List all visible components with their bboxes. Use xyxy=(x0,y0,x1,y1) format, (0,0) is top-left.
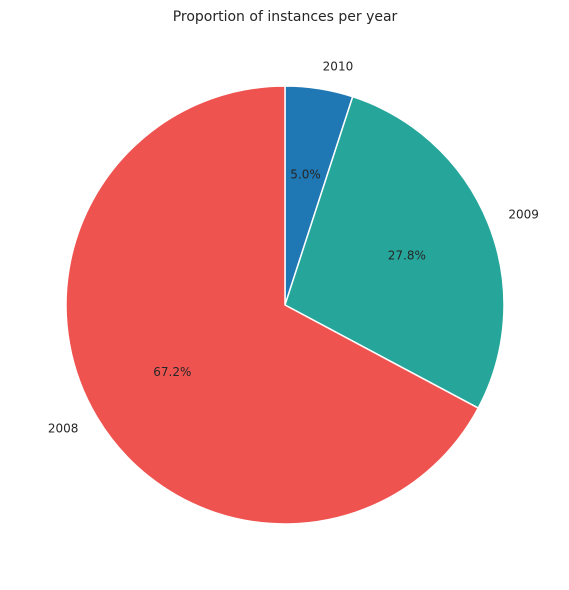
chart-title: Proportion of instances per year xyxy=(173,9,398,25)
slice-percent-2010: 5.0% xyxy=(290,168,321,182)
pie-slices xyxy=(65,85,505,525)
pie-labels: 2010 5.0% 2009 27.8% 2008 67.2% xyxy=(48,60,539,436)
slice-percent-2009: 27.8% xyxy=(388,248,426,262)
pie-slice-2009 xyxy=(284,95,505,409)
slice-label-2008: 2008 xyxy=(48,421,79,435)
slice-percent-2008: 67.2% xyxy=(153,365,191,379)
pie-slice-2008 xyxy=(65,85,479,525)
slice-label-2010: 2010 xyxy=(323,60,354,74)
slice-label-2009: 2009 xyxy=(508,207,539,221)
